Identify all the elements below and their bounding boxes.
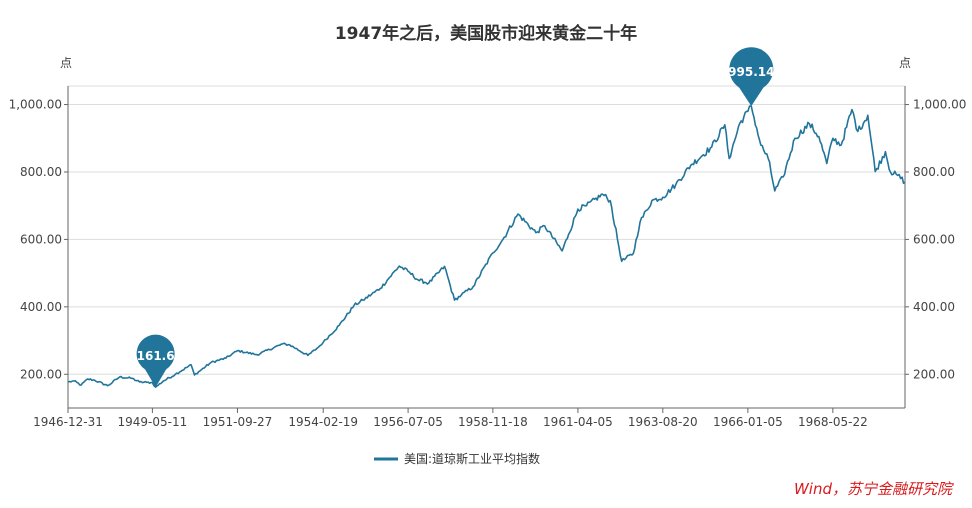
right-unit-label: 点 — [899, 56, 911, 70]
x-tick-label: 1966-01-05 — [713, 415, 783, 429]
annotation-pin-max: 995.14 — [728, 47, 774, 107]
series-line-0 — [67, 105, 906, 388]
series-layer — [67, 105, 906, 388]
x-tick-label: 1946-12-31 — [33, 415, 103, 429]
y-axis-left-ticks: 200.00 400.00 600.00 800.00 1,000.00 — [9, 98, 62, 382]
annotation-label: 995.14 — [728, 65, 774, 79]
y-axis-right-ticks: 200.00 400.00 600.00 800.00 1,000.00 — [913, 98, 966, 382]
x-axis-ticks: 1946-12-31 1949-05-11 1951-09-27 1954-02-19… — [33, 415, 868, 429]
source-note: Wind，苏宁金融研究院 — [794, 480, 954, 498]
y-tick-label-left: 600.00 — [20, 232, 62, 246]
y-tick-label-right: 200.00 — [913, 367, 955, 381]
y-tick-label-left: 200.00 — [20, 367, 62, 381]
x-tick-label: 1949-05-11 — [118, 415, 188, 429]
x-tick-label: 1961-04-05 — [543, 415, 613, 429]
annotation-pin-shape — [136, 334, 175, 388]
y-tick-label-left: 400.00 — [20, 300, 62, 314]
chart-title: 1947年之后，美国股市迎来黄金二十年 — [335, 23, 637, 44]
annotation-layer: 161.6 995.14 — [136, 47, 774, 388]
annotation-pin-shape — [729, 47, 774, 107]
x-tick-label: 1954-02-19 — [288, 415, 358, 429]
annotation-label: 161.6 — [137, 349, 175, 363]
gridlines — [68, 85, 905, 375]
y-tick-label-right: 800.00 — [913, 165, 955, 179]
y-tick-label-right: 600.00 — [913, 232, 955, 246]
x-tick-label: 1968-05-22 — [798, 415, 868, 429]
x-tick-label: 1958-11-18 — [458, 415, 528, 429]
y-tick-label-left: 1,000.00 — [9, 98, 62, 112]
left-unit-label: 点 — [60, 56, 72, 70]
y-tick-label-left: 800.00 — [20, 165, 62, 179]
legend-label: 美国:道琼斯工业平均指数 — [404, 451, 540, 466]
legend[interactable]: 美国:道琼斯工业平均指数 — [374, 451, 540, 466]
x-tick-label: 1951-09-27 — [203, 415, 273, 429]
axes — [64, 86, 909, 413]
x-tick-label: 1956-07-05 — [373, 415, 443, 429]
annotation-pin-min: 161.6 — [136, 334, 175, 388]
y-tick-label-right: 400.00 — [913, 300, 955, 314]
x-tick-label: 1963-08-20 — [628, 415, 698, 429]
y-tick-label-right: 1,000.00 — [913, 98, 966, 112]
